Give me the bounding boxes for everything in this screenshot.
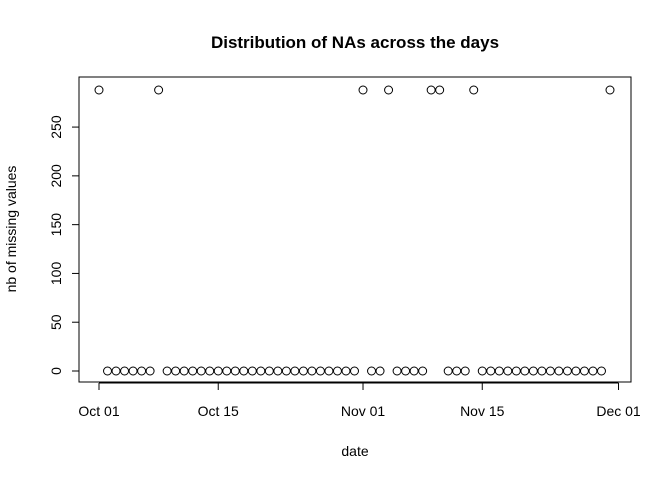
- x-tick-label: Nov 15: [460, 403, 505, 419]
- data-point: [409, 366, 419, 376]
- x-axis-label: date: [341, 443, 368, 459]
- data-point: [145, 366, 155, 376]
- data-point: [562, 366, 572, 376]
- data-point: [571, 366, 581, 376]
- data-point: [111, 366, 121, 376]
- data-point: [247, 366, 257, 376]
- data-point: [315, 366, 325, 376]
- x-tick-label: Nov 01: [341, 403, 386, 419]
- data-point: [588, 366, 598, 376]
- data-point: [605, 85, 615, 95]
- data-point: [154, 85, 164, 95]
- data-point: [188, 366, 198, 376]
- data-point: [392, 366, 402, 376]
- data-point: [341, 366, 351, 376]
- y-tick-label: 100: [48, 262, 64, 286]
- y-axis: 0 50 100 150 200 250: [48, 115, 80, 375]
- y-axis-label: nb of missing values: [3, 166, 19, 293]
- plot-frame: [78, 76, 632, 383]
- data-point: [307, 366, 317, 376]
- data-point: [443, 366, 453, 376]
- data-point: [273, 366, 283, 376]
- data-point: [281, 366, 291, 376]
- data-point: [324, 366, 334, 376]
- data-point: [494, 366, 504, 376]
- data-point: [520, 366, 530, 376]
- data-points: [94, 85, 615, 376]
- data-point: [171, 366, 181, 376]
- data-point: [528, 366, 538, 376]
- data-point: [545, 366, 555, 376]
- data-point: [579, 366, 589, 376]
- data-point: [94, 85, 104, 95]
- data-point: [426, 85, 436, 95]
- y-tick-label: 0: [48, 367, 64, 375]
- data-point: [298, 366, 308, 376]
- data-point: [179, 366, 189, 376]
- data-point: [137, 366, 147, 376]
- data-point: [375, 366, 385, 376]
- data-point: [486, 366, 496, 376]
- data-point: [418, 366, 428, 376]
- data-point: [290, 366, 300, 376]
- x-tick-label: Oct 01: [78, 403, 119, 419]
- chart-title: Distribution of NAs across the days: [211, 33, 499, 52]
- data-point: [401, 366, 411, 376]
- x-axis: Oct 01 Oct 15 Nov 01 Nov 15 Dec 01: [78, 382, 641, 419]
- data-point: [128, 366, 138, 376]
- data-point: [120, 366, 130, 376]
- data-point: [435, 85, 445, 95]
- data-point: [358, 85, 368, 95]
- data-point: [511, 366, 521, 376]
- data-point: [537, 366, 547, 376]
- data-point: [367, 366, 377, 376]
- y-tick-label: 50: [48, 314, 64, 330]
- data-point: [332, 366, 342, 376]
- y-tick-label: 150: [48, 213, 64, 237]
- data-point: [384, 85, 394, 95]
- data-point: [460, 366, 470, 376]
- data-point: [350, 366, 359, 376]
- data-point: [554, 366, 564, 376]
- data-point: [452, 366, 462, 376]
- data-point: [162, 366, 172, 376]
- y-tick-label: 250: [48, 115, 64, 139]
- data-point: [213, 366, 223, 376]
- data-point: [503, 366, 513, 376]
- x-tick-label: Dec 01: [596, 403, 641, 419]
- x-tick-label: Oct 15: [198, 403, 239, 419]
- data-point: [103, 366, 113, 376]
- data-point: [222, 366, 232, 376]
- data-point: [239, 366, 249, 376]
- data-point: [477, 366, 487, 376]
- data-point: [196, 366, 206, 376]
- data-point: [230, 366, 240, 376]
- data-point: [264, 366, 274, 376]
- y-tick-label: 200: [48, 164, 64, 188]
- data-point: [469, 85, 479, 95]
- data-point: [205, 366, 215, 376]
- data-point: [596, 366, 606, 376]
- data-point: [256, 366, 266, 376]
